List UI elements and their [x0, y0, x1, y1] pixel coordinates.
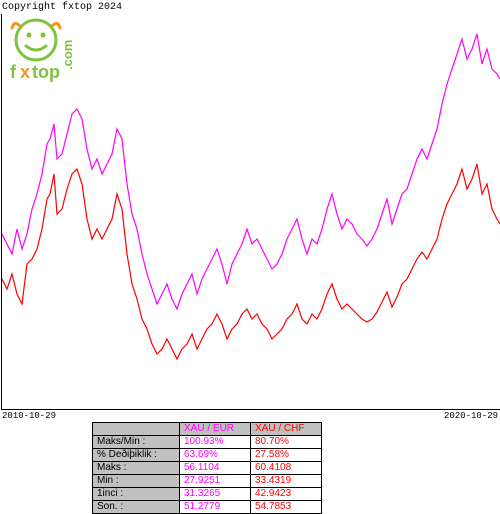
- row-label: 1inci :: [93, 488, 180, 501]
- table-row: Maks :56.110460.4108: [93, 462, 322, 475]
- table-corner: [93, 423, 180, 436]
- stats-table: XAU / EUR XAU / CHF Maks/Min :100.93%80.…: [92, 422, 322, 514]
- copyright-text: Copyright fxtop 2024: [2, 2, 122, 13]
- row-label: Son. :: [93, 501, 180, 514]
- cell: 100.93%: [180, 436, 251, 449]
- cell: 42.9423: [251, 488, 322, 501]
- chart-series-line: [2, 34, 500, 309]
- x-axis-start-label: 2010-10-29: [2, 411, 56, 421]
- cell: 27.58%: [251, 449, 322, 462]
- cell: 80.70%: [251, 436, 322, 449]
- cell: 33.4319: [251, 475, 322, 488]
- row-label: Min :: [93, 475, 180, 488]
- table-row: Maks/Min :100.93%80.70%: [93, 436, 322, 449]
- chart-plot-area: [1, 14, 500, 410]
- cell: 54.7853: [251, 501, 322, 514]
- table-row: % Deðiþiklik :63.69%27.58%: [93, 449, 322, 462]
- cell: 51.2779: [180, 501, 251, 514]
- column-header-1: XAU / EUR: [180, 423, 251, 436]
- table-row: Son. :51.277954.7853: [93, 501, 322, 514]
- cell: 56.1104: [180, 462, 251, 475]
- x-axis-end-label: 2020-10-29: [444, 411, 498, 421]
- row-label: Maks/Min :: [93, 436, 180, 449]
- column-header-2: XAU / CHF: [251, 423, 322, 436]
- chart-series-line: [2, 164, 500, 359]
- cell: 60.4108: [251, 462, 322, 475]
- cell: 27.9251: [180, 475, 251, 488]
- table-row: Min :27.925133.4319: [93, 475, 322, 488]
- cell: 63.69%: [180, 449, 251, 462]
- row-label: Maks :: [93, 462, 180, 475]
- line-chart: [2, 14, 500, 409]
- table-row: 1inci :31.326542.9423: [93, 488, 322, 501]
- cell: 31.3265: [180, 488, 251, 501]
- row-label: % Deðiþiklik :: [93, 449, 180, 462]
